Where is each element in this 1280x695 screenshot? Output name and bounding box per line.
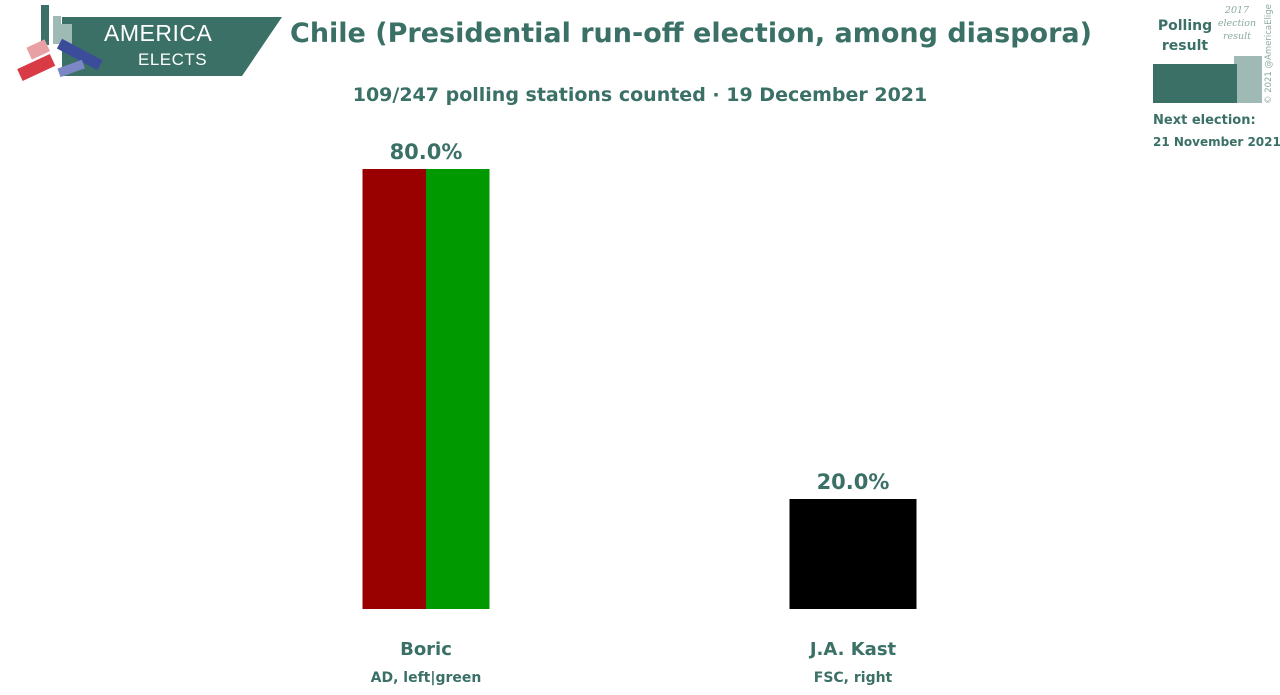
brand-subname: ELECTS — [138, 50, 208, 69]
bar-1-segment-2 — [426, 169, 490, 609]
next-election-date: 21 November 2021 — [1153, 135, 1280, 149]
next-election-label: Next election: — [1153, 113, 1256, 128]
chart-title: Chile (Presidential run-off election, am… — [290, 18, 1092, 49]
america-elects-logo: AMERICA ELECTS — [0, 0, 290, 95]
bar-2-segment-1 — [789, 499, 917, 609]
legend-previous-label: 2017 election result — [1217, 5, 1257, 42]
bar-1-segment-1 — [362, 169, 426, 609]
logo-graphic — [17, 5, 282, 81]
chart-subtitle: 109/247 polling stations counted · 19 De… — [352, 84, 928, 106]
party-label-2: FSC, right — [814, 670, 893, 686]
legend-previous-swatch — [1234, 56, 1262, 103]
data-label-1: 80.0% — [390, 140, 463, 164]
category-label-1: Boric — [400, 639, 452, 660]
category-label-2: J.A. Kast — [808, 639, 897, 660]
data-label-2: 20.0% — [817, 470, 890, 494]
legend-polling-swatch — [1153, 64, 1237, 103]
legend-polling-label: Polling result — [1157, 18, 1213, 54]
party-label-1: AD, left|green — [371, 670, 482, 686]
brand-name: AMERICA — [104, 20, 213, 46]
